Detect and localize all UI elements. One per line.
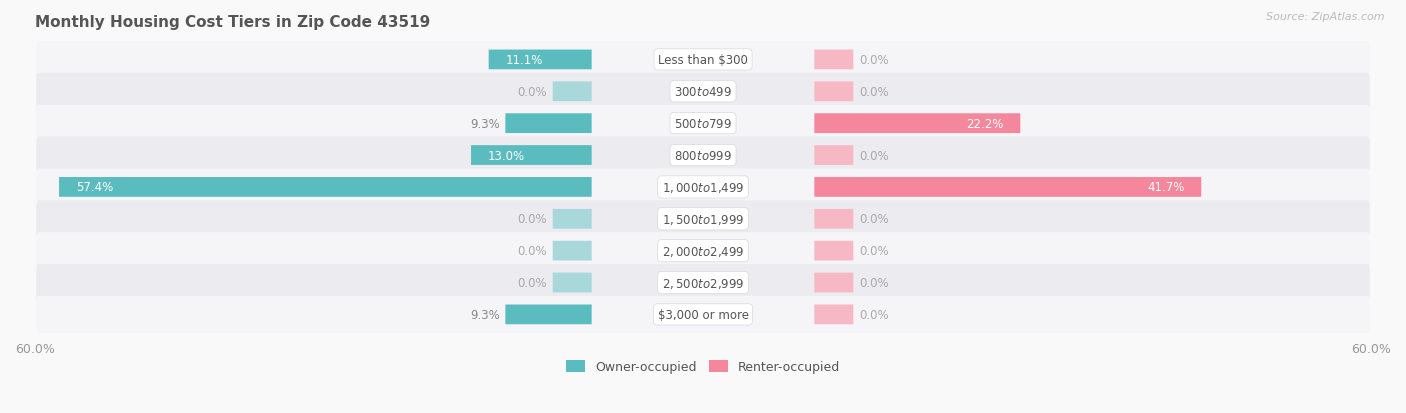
FancyBboxPatch shape [814, 273, 853, 293]
Text: $800 to $999: $800 to $999 [673, 149, 733, 162]
FancyBboxPatch shape [553, 241, 592, 261]
Text: Less than $300: Less than $300 [658, 54, 748, 67]
Text: 0.0%: 0.0% [859, 54, 889, 67]
FancyBboxPatch shape [37, 296, 1369, 333]
FancyBboxPatch shape [814, 114, 1021, 134]
FancyBboxPatch shape [471, 146, 592, 166]
FancyBboxPatch shape [37, 233, 1369, 269]
FancyBboxPatch shape [37, 201, 1369, 237]
FancyBboxPatch shape [814, 209, 853, 229]
Text: 0.0%: 0.0% [859, 213, 889, 226]
FancyBboxPatch shape [37, 137, 1369, 174]
Text: 57.4%: 57.4% [76, 181, 112, 194]
Text: 0.0%: 0.0% [517, 85, 547, 99]
Text: $2,000 to $2,499: $2,000 to $2,499 [662, 244, 744, 258]
Text: Monthly Housing Cost Tiers in Zip Code 43519: Monthly Housing Cost Tiers in Zip Code 4… [35, 15, 430, 30]
Text: $1,000 to $1,499: $1,000 to $1,499 [662, 180, 744, 195]
Text: 0.0%: 0.0% [517, 276, 547, 289]
FancyBboxPatch shape [37, 74, 1369, 111]
Text: Source: ZipAtlas.com: Source: ZipAtlas.com [1267, 12, 1385, 22]
FancyBboxPatch shape [489, 50, 592, 70]
FancyBboxPatch shape [553, 273, 592, 293]
Text: 0.0%: 0.0% [859, 149, 889, 162]
FancyBboxPatch shape [553, 209, 592, 229]
Text: 0.0%: 0.0% [859, 308, 889, 321]
Text: 41.7%: 41.7% [1147, 181, 1185, 194]
Text: 0.0%: 0.0% [859, 244, 889, 258]
Text: 13.0%: 13.0% [488, 149, 524, 162]
Text: $3,000 or more: $3,000 or more [658, 308, 748, 321]
FancyBboxPatch shape [814, 241, 853, 261]
Text: $1,500 to $1,999: $1,500 to $1,999 [662, 212, 744, 226]
Text: 22.2%: 22.2% [966, 117, 1004, 131]
Text: 11.1%: 11.1% [505, 54, 543, 67]
Text: 9.3%: 9.3% [470, 308, 499, 321]
FancyBboxPatch shape [59, 178, 592, 197]
FancyBboxPatch shape [814, 146, 853, 166]
Text: 0.0%: 0.0% [859, 276, 889, 289]
Text: 0.0%: 0.0% [859, 85, 889, 99]
FancyBboxPatch shape [37, 42, 1369, 79]
FancyBboxPatch shape [37, 169, 1369, 206]
FancyBboxPatch shape [505, 305, 592, 325]
FancyBboxPatch shape [814, 50, 853, 70]
Text: $300 to $499: $300 to $499 [673, 85, 733, 99]
FancyBboxPatch shape [37, 105, 1369, 142]
Text: 9.3%: 9.3% [470, 117, 499, 131]
Text: 0.0%: 0.0% [517, 213, 547, 226]
Text: $500 to $799: $500 to $799 [673, 117, 733, 131]
FancyBboxPatch shape [814, 82, 853, 102]
FancyBboxPatch shape [553, 82, 592, 102]
Legend: Owner-occupied, Renter-occupied: Owner-occupied, Renter-occupied [561, 356, 845, 378]
FancyBboxPatch shape [814, 178, 1201, 197]
Text: $2,500 to $2,999: $2,500 to $2,999 [662, 276, 744, 290]
Text: 0.0%: 0.0% [517, 244, 547, 258]
FancyBboxPatch shape [814, 305, 853, 325]
FancyBboxPatch shape [37, 264, 1369, 301]
FancyBboxPatch shape [505, 114, 592, 134]
